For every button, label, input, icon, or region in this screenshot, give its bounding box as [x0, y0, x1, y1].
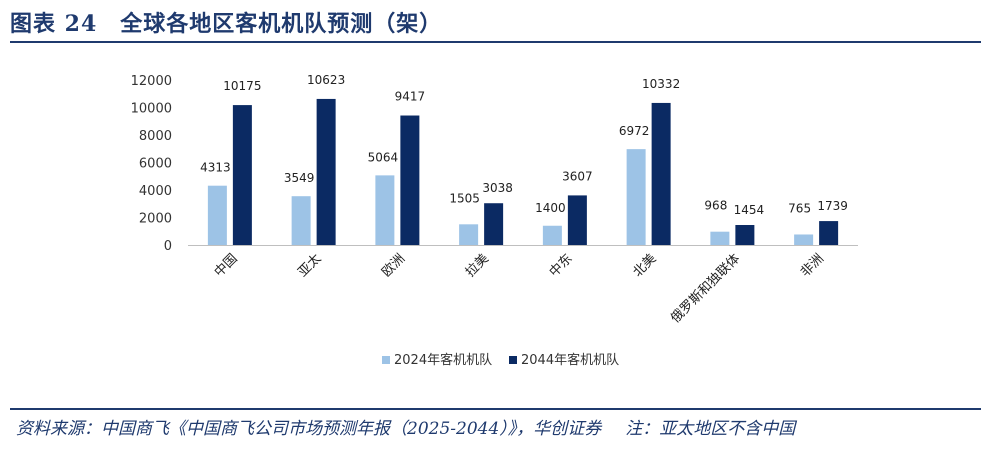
data-label: 765: [788, 201, 811, 215]
data-label: 1454: [734, 203, 765, 217]
data-label: 4313: [200, 161, 231, 175]
bar-2044: [232, 105, 252, 245]
bar-2044: [484, 203, 504, 245]
bar-2024: [626, 149, 646, 245]
data-label: 1739: [817, 199, 848, 213]
category-label: 北美: [630, 251, 659, 280]
data-label: 1400: [535, 201, 566, 215]
category-label: 拉美: [463, 251, 492, 280]
bar-2044: [567, 195, 587, 245]
bar-2024: [542, 225, 562, 245]
category-label: 中东: [547, 251, 576, 280]
category-label: 欧洲: [379, 251, 408, 280]
bar-2044: [400, 115, 420, 245]
y-tick-label: 12000: [131, 74, 172, 89]
footer-rule: [10, 408, 981, 410]
data-label: 5064: [368, 150, 399, 164]
title-rule: [10, 41, 981, 43]
category-label: 俄罗斯和独联体: [668, 251, 743, 326]
data-label: 10175: [223, 79, 261, 93]
legend-swatch-2024: [382, 356, 390, 364]
bar-2044: [316, 98, 336, 245]
y-tick-label: 10000: [131, 102, 172, 117]
category-label: 亚太: [295, 251, 324, 280]
footer: 资料来源：中国商飞《中国商飞公司市场预测年报（2025-2044）》，华创证券 注…: [16, 414, 795, 439]
y-tick-label: 8000: [139, 129, 172, 144]
bar-2044: [651, 102, 671, 245]
bar-2024: [710, 231, 730, 245]
y-tick-label: 0: [164, 239, 172, 254]
bar-2024: [207, 185, 227, 245]
source-note: 资料来源：中国商飞《中国商飞公司市场预测年报（2025-2044）》，华创证券: [16, 419, 602, 439]
data-label: 3607: [562, 169, 593, 183]
category-label: 非洲: [798, 251, 827, 280]
y-tick-label: 4000: [139, 184, 172, 199]
legend-swatch-2044: [509, 356, 517, 364]
region-note: 注：亚太地区不含中国: [625, 419, 796, 439]
data-label: 9417: [395, 90, 426, 104]
bar-2024: [794, 234, 814, 245]
y-tick-label: 6000: [139, 157, 172, 172]
bar-2044: [819, 221, 839, 245]
legend-label: 2044年客机机队: [521, 352, 619, 368]
bar-2024: [459, 224, 479, 245]
data-label: 6972: [619, 124, 650, 138]
category-label: 中国: [212, 251, 241, 280]
data-label: 968: [704, 199, 727, 213]
data-label: 1505: [449, 191, 480, 205]
bar-2024: [375, 175, 395, 245]
figure-title: 图表 24 全球各地区客机机队预测（架）: [10, 11, 443, 37]
data-label: 3549: [284, 171, 315, 185]
legend-label: 2024年客机机队: [394, 352, 492, 368]
bar-2024: [291, 196, 311, 245]
data-label: 10623: [307, 73, 345, 87]
bar-2044: [735, 225, 755, 245]
data-label: 3038: [482, 181, 513, 195]
data-label: 10332: [642, 77, 680, 91]
y-tick-label: 2000: [139, 212, 172, 227]
